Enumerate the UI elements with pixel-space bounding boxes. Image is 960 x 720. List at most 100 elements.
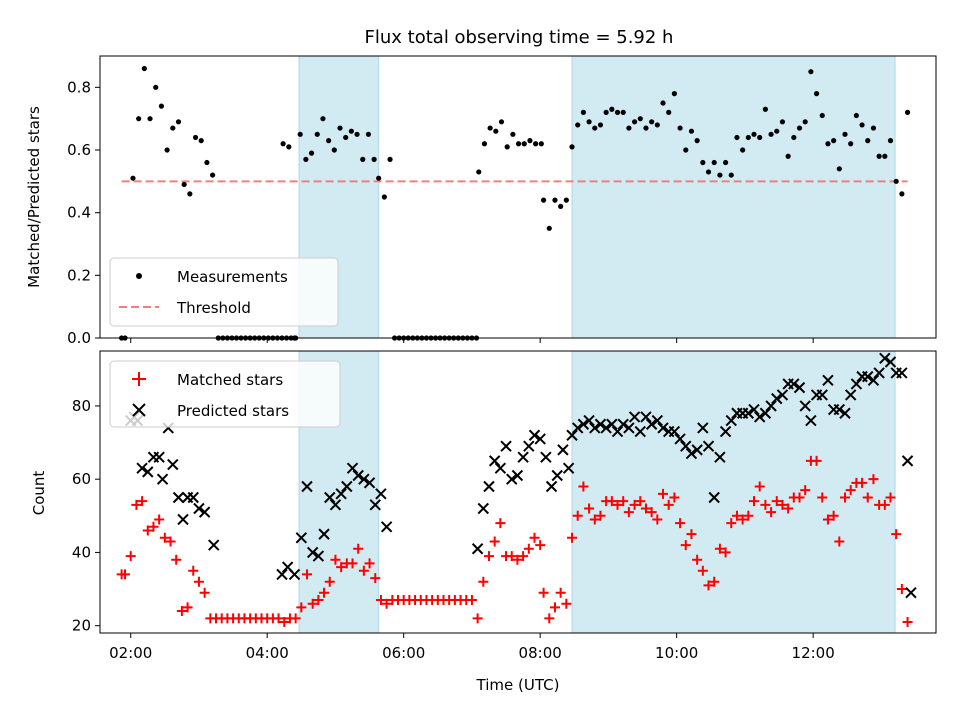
measurement-point-49 bbox=[360, 156, 366, 162]
measurement-point-114 bbox=[700, 159, 706, 166]
predicted-star-point-16 bbox=[208, 539, 220, 551]
predicted-star-point-62 bbox=[617, 418, 629, 430]
matched-star-point-31 bbox=[290, 613, 301, 624]
matched-star-point-136 bbox=[885, 492, 896, 503]
predicted-star-point-31 bbox=[358, 473, 370, 485]
matched-star-point-72 bbox=[523, 543, 534, 554]
top-y-tick-label-0: 0.0 bbox=[67, 329, 91, 347]
matched-star-point-121 bbox=[800, 485, 811, 496]
predicted-star-point-3 bbox=[136, 462, 148, 474]
matched-star-point-64 bbox=[478, 576, 489, 587]
measurement-point-139 bbox=[842, 131, 848, 137]
matched-star-point-9 bbox=[165, 536, 176, 547]
measurement-point-41 bbox=[314, 131, 320, 137]
predicted-star-point-93 bbox=[793, 381, 806, 394]
predicted-star-point-80 bbox=[719, 425, 732, 438]
bottom-shaded-region-2 bbox=[571, 350, 896, 634]
matched-star-point-138 bbox=[896, 584, 907, 595]
measurement-point-128 bbox=[779, 119, 786, 125]
measurement-point-121 bbox=[740, 147, 746, 153]
measurement-point-117 bbox=[717, 172, 723, 178]
predicted-star-point-73 bbox=[680, 440, 692, 452]
measurement-point-39 bbox=[303, 156, 309, 162]
matched-star-point-8 bbox=[159, 532, 170, 543]
measurement-point-3 bbox=[136, 116, 142, 122]
measurement-point-35 bbox=[280, 141, 286, 147]
matched-star-point-13 bbox=[188, 565, 199, 576]
predicted-star-point-67 bbox=[645, 418, 658, 430]
predicted-star-point-35 bbox=[380, 521, 393, 533]
top-y-tick-label-4: 0.8 bbox=[67, 78, 91, 96]
threshold-legend-label: Threshold bbox=[176, 299, 251, 317]
predicted-star-point-60 bbox=[606, 418, 618, 430]
matched-star-point-73 bbox=[529, 532, 540, 543]
predicted-star-point-81 bbox=[725, 414, 737, 427]
measurement-point-86 bbox=[540, 197, 547, 203]
measurement-point-107 bbox=[660, 100, 666, 106]
matched-star-point-101 bbox=[686, 529, 697, 540]
predicted-star-point-45 bbox=[523, 440, 535, 452]
matched-star-point-42 bbox=[353, 543, 364, 554]
x-tick-label-1: 04:00 bbox=[246, 644, 289, 662]
predicted-star-point-89 bbox=[771, 392, 783, 405]
measurement-point-129 bbox=[785, 153, 791, 159]
predicted-star-point-40 bbox=[494, 462, 507, 474]
matched-star-point-90 bbox=[623, 507, 634, 518]
measurement-point-11 bbox=[181, 181, 187, 188]
predicted-star-point-112 bbox=[901, 455, 914, 467]
predicted-star-point-100 bbox=[833, 403, 846, 416]
measurement-point-104 bbox=[643, 125, 649, 131]
matched-star-point-66 bbox=[489, 536, 500, 547]
matched-star-point-84 bbox=[589, 514, 600, 525]
measurement-point-115 bbox=[705, 169, 712, 175]
predicted-star-point-59 bbox=[600, 422, 612, 434]
top-y-tick-label-3: 0.6 bbox=[67, 141, 91, 159]
predicted-star-point-87 bbox=[759, 407, 772, 419]
matched-star-point-97 bbox=[663, 499, 674, 510]
matched-star-point-127 bbox=[834, 536, 845, 547]
predicted-star-point-37 bbox=[477, 502, 490, 515]
matched-star-point-43 bbox=[358, 565, 369, 576]
measurement-point-79 bbox=[504, 144, 510, 150]
measurement-point-42 bbox=[320, 116, 326, 122]
bottom-legend-box bbox=[109, 360, 341, 428]
measurement-point-145 bbox=[876, 153, 882, 159]
matched-star-point-100 bbox=[680, 540, 691, 551]
measurement-point-44 bbox=[331, 147, 337, 153]
matched-star-point-139 bbox=[902, 617, 913, 628]
bottom-y-tick-label-3: 80 bbox=[72, 397, 91, 415]
predicted-star-point-78 bbox=[708, 491, 720, 504]
measurement-point-98 bbox=[609, 106, 615, 112]
matched-star-point-38 bbox=[330, 554, 341, 565]
measurement-point-92 bbox=[575, 122, 581, 128]
measurement-point-83 bbox=[527, 138, 533, 144]
measurement-point-147 bbox=[887, 138, 894, 144]
matched-star-point-11 bbox=[176, 606, 187, 617]
measurement-point-148 bbox=[893, 178, 899, 184]
measurement-point-135 bbox=[819, 112, 825, 119]
predicted-star-point-57 bbox=[589, 422, 601, 434]
matched-star-point-99 bbox=[675, 518, 686, 529]
matched-star-point-132 bbox=[862, 492, 873, 503]
predicted-star-point-113 bbox=[905, 587, 917, 599]
predicted-star-point-48 bbox=[540, 451, 552, 463]
predicted-star-point-88 bbox=[765, 400, 777, 412]
bottom-y-tick-label-2: 60 bbox=[72, 470, 91, 488]
matched-star-point-95 bbox=[652, 514, 663, 525]
matched-star-point-39 bbox=[336, 562, 347, 573]
matched-star-point-117 bbox=[777, 499, 788, 510]
predicted-star-point-74 bbox=[685, 447, 698, 460]
matched-star-point-113 bbox=[754, 481, 765, 492]
top-legend: Measurements Threshold bbox=[109, 257, 339, 327]
measurement-point-126 bbox=[768, 131, 774, 137]
measurement-point-112 bbox=[688, 128, 695, 134]
predicted-star-point-33 bbox=[369, 499, 381, 511]
matched-star-point-14 bbox=[193, 576, 204, 587]
predicted-star-point-11 bbox=[177, 513, 189, 526]
measurement-point-14 bbox=[198, 138, 204, 144]
predicted-star-point-41 bbox=[500, 440, 512, 452]
predicted-star-point-77 bbox=[702, 440, 715, 452]
predicted-star-point-10 bbox=[172, 491, 185, 504]
matched-star-point-85 bbox=[595, 510, 606, 521]
measurement-point-105 bbox=[649, 119, 655, 125]
